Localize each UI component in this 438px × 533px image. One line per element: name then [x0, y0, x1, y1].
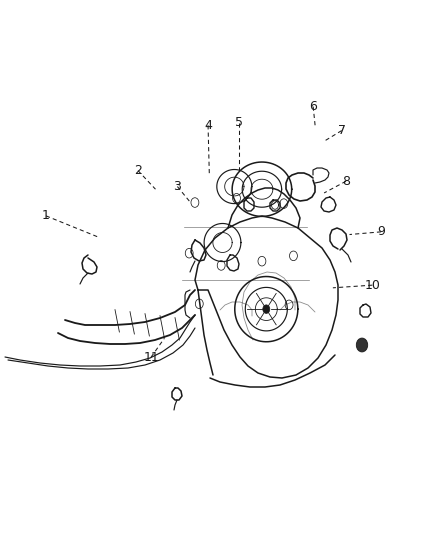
Circle shape: [263, 305, 270, 313]
Text: 3: 3: [173, 180, 181, 193]
Text: 8: 8: [342, 175, 350, 188]
Text: 11: 11: [143, 351, 159, 364]
Text: 6: 6: [309, 100, 317, 113]
Text: 5: 5: [235, 116, 243, 129]
Text: 9: 9: [377, 225, 385, 238]
Text: 4: 4: [204, 119, 212, 132]
Text: 7: 7: [338, 124, 346, 137]
Text: 10: 10: [364, 279, 380, 292]
Circle shape: [356, 338, 367, 352]
Text: 1: 1: [42, 209, 50, 222]
Text: 2: 2: [134, 164, 142, 177]
